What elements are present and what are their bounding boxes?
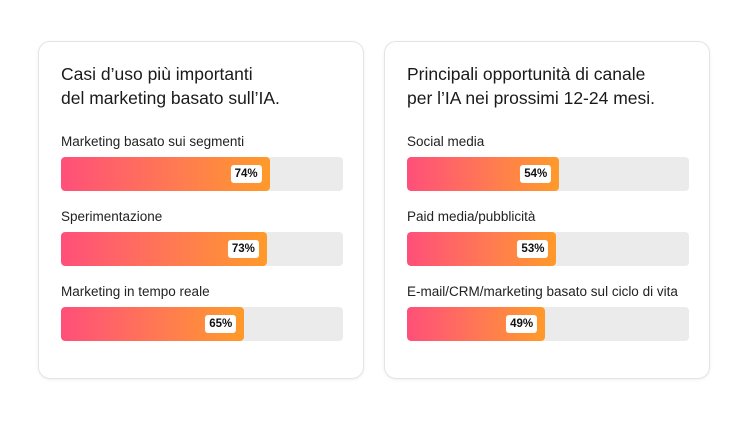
bar-value-label: 74% [230,165,262,183]
bar-value-label: 73% [227,240,259,258]
bar-track: 74% [61,157,343,191]
bar-row: Social media 54% [407,132,689,191]
bar-category-label: Social media [407,134,485,149]
bar-category-label: E-mail/CRM/marketing basato sul ciclo di… [407,284,678,299]
use-cases-card: Casi d’uso più importanti del marketing … [38,41,364,379]
bar-row: Paid media/pubblicità 53% [407,207,689,266]
bar-category-label: Sperimentazione [61,209,163,224]
channel-title-line-2: per l’IA nei prossimi 12-24 mesi. [407,88,656,108]
bar-category-label: Marketing basato sui segmenti [61,134,245,149]
use-cases-title: Casi d’uso più importanti del marketing … [61,62,351,110]
channel-opportunities-card: Principali opportunità di canale per l’I… [384,41,710,379]
bar-track: 73% [61,232,343,266]
bar-row: Marketing in tempo reale 65% [61,282,343,341]
bar-value-label: 65% [205,315,237,333]
channel-opportunities-title: Principali opportunità di canale per l’I… [407,62,697,110]
bar-track: 54% [407,157,689,191]
bar-row: Sperimentazione 73% [61,207,343,266]
bar-track: 49% [407,307,689,341]
bar-track: 65% [61,307,343,341]
bar-category-label: Paid media/pubblicità [407,209,536,224]
bar-category-label: Marketing in tempo reale [61,284,210,299]
use-cases-title-line-2: del marketing basato sull’IA. [61,88,280,108]
bar-value-label: 49% [506,315,538,333]
channel-title-line-1: Principali opportunità di canale [407,64,646,84]
bar-row: E-mail/CRM/marketing basato sul ciclo di… [407,282,689,341]
bar-row: Marketing basato sui segmenti 74% [61,132,343,191]
bar-value-label: 53% [517,240,549,258]
bar-value-label: 54% [520,165,552,183]
use-cases-title-line-1: Casi d’uso più importanti [61,64,253,84]
bar-track: 53% [407,232,689,266]
